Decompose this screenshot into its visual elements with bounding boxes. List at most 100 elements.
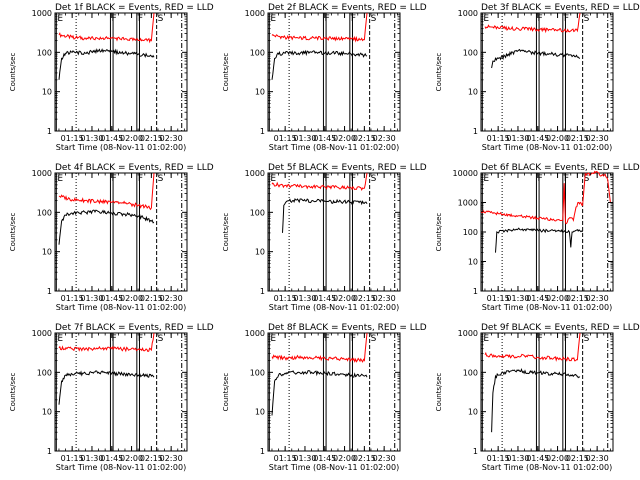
plot-frame bbox=[480, 12, 614, 132]
marker-label: S bbox=[584, 334, 590, 344]
x-tick-label: 01:45 bbox=[313, 134, 336, 143]
x-tick-label: 02:15 bbox=[140, 294, 163, 303]
y-tick-label: 100 bbox=[37, 208, 52, 217]
marker-label: S bbox=[371, 174, 377, 184]
x-tick-label: 01:30 bbox=[506, 134, 529, 143]
chart-title: Det 5f BLACK = Events, RED = LLD bbox=[268, 163, 427, 173]
x-tick-label: 02:30 bbox=[160, 134, 183, 143]
plot-frame bbox=[267, 332, 401, 452]
chart-title: Det 3f BLACK = Events, RED = LLD bbox=[481, 3, 640, 13]
x-axis-label: Start Time (08-Nov-11 01:02:00) bbox=[269, 303, 399, 312]
y-tick-label: 10 bbox=[468, 258, 478, 267]
y-tick-label: 100 bbox=[463, 228, 478, 237]
x-tick-label: 01:30 bbox=[80, 134, 103, 143]
marker-label: F bbox=[111, 334, 116, 344]
x-tick-label: 02:15 bbox=[566, 454, 589, 463]
plot-frame bbox=[54, 12, 188, 132]
x-tick-label: 02:15 bbox=[353, 294, 376, 303]
marker-label: E bbox=[270, 334, 276, 344]
marker-label: E bbox=[270, 14, 276, 24]
y-tick-label: 100 bbox=[37, 48, 52, 57]
marker-label: S bbox=[584, 174, 590, 184]
x-tick-label: 01:15 bbox=[487, 294, 510, 303]
y-axis-label: Counts/sec bbox=[9, 213, 17, 252]
x-tick-label: 01:30 bbox=[506, 294, 529, 303]
chart-title: Det 8f BLACK = Events, RED = LLD bbox=[268, 323, 427, 333]
marker-label: F bbox=[138, 174, 143, 184]
x-tick-label: 02:30 bbox=[160, 454, 183, 463]
y-tick-label: 1000 bbox=[458, 329, 478, 338]
y-tick-label: 1 bbox=[260, 127, 265, 136]
x-tick-label: 01:15 bbox=[487, 454, 510, 463]
y-tick-label: 10 bbox=[42, 408, 52, 417]
x-tick-label: 02:15 bbox=[566, 294, 589, 303]
series-line-lld bbox=[271, 12, 368, 43]
marker-label: E bbox=[483, 14, 489, 24]
x-tick-label: 02:30 bbox=[373, 294, 396, 303]
y-tick-label: 1000 bbox=[245, 329, 265, 338]
x-tick-label: 02:30 bbox=[373, 454, 396, 463]
y-tick-label: 100 bbox=[250, 208, 265, 217]
y-tick-label: 10 bbox=[255, 88, 265, 97]
x-tick-label: 01:15 bbox=[61, 454, 84, 463]
marker-label: F bbox=[138, 14, 143, 24]
x-tick-label: 01:30 bbox=[80, 294, 103, 303]
plot-frame bbox=[54, 172, 188, 292]
x-tick-label: 01:45 bbox=[100, 294, 123, 303]
x-axis-label: Start Time (08-Nov-11 01:02:00) bbox=[269, 143, 399, 152]
x-axis-label: Start Time (08-Nov-11 01:02:00) bbox=[269, 463, 399, 472]
plot-frame bbox=[480, 172, 614, 292]
marker-label: F bbox=[351, 334, 356, 344]
marker-label: F bbox=[564, 14, 569, 24]
x-axis-label: Start Time (08-Nov-11 01:02:00) bbox=[482, 463, 612, 472]
x-tick-label: 01:45 bbox=[526, 294, 549, 303]
y-tick-label: 1000 bbox=[458, 9, 478, 18]
x-tick-label: 01:45 bbox=[100, 454, 123, 463]
x-tick-label: 02:30 bbox=[586, 134, 609, 143]
x-tick-label: 01:30 bbox=[293, 294, 316, 303]
y-axis-label: Counts/sec bbox=[9, 373, 17, 412]
marker-label: S bbox=[158, 174, 164, 184]
chart-title: Det 9f BLACK = Events, RED = LLD bbox=[481, 323, 640, 333]
marker-label: S bbox=[371, 334, 377, 344]
plot-frame bbox=[54, 332, 188, 452]
x-tick-label: 02:15 bbox=[140, 134, 163, 143]
marker-label: F bbox=[324, 334, 329, 344]
series-line-events bbox=[491, 48, 581, 69]
series-line-events bbox=[271, 49, 368, 80]
x-tick-label: 01:45 bbox=[313, 454, 336, 463]
x-axis-label: Start Time (08-Nov-11 01:02:00) bbox=[56, 303, 186, 312]
x-tick-label: 02:00 bbox=[333, 294, 356, 303]
y-axis-label: Counts/sec bbox=[435, 373, 443, 412]
x-axis-label: Start Time (08-Nov-11 01:02:00) bbox=[56, 143, 186, 152]
series-line-events bbox=[271, 370, 368, 416]
x-tick-label: 01:45 bbox=[313, 294, 336, 303]
chart-title: Det 7f BLACK = Events, RED = LLD bbox=[55, 323, 214, 333]
x-tick-label: 01:15 bbox=[274, 454, 297, 463]
y-tick-label: 100 bbox=[250, 48, 265, 57]
x-tick-label: 02:00 bbox=[333, 134, 356, 143]
series-line-events bbox=[495, 227, 583, 253]
y-tick-label: 1000 bbox=[32, 169, 52, 178]
x-axis-label: Start Time (08-Nov-11 01:02:00) bbox=[482, 143, 612, 152]
chart-title: Det 4f BLACK = Events, RED = LLD bbox=[55, 163, 214, 173]
y-tick-label: 10 bbox=[42, 248, 52, 257]
y-tick-label: 1000 bbox=[32, 9, 52, 18]
y-tick-label: 10 bbox=[255, 248, 265, 257]
x-tick-label: 02:30 bbox=[373, 134, 396, 143]
x-tick-label: 02:15 bbox=[566, 134, 589, 143]
series-line-events bbox=[58, 209, 155, 245]
y-axis-label: Counts/sec bbox=[435, 53, 443, 92]
marker-label: F bbox=[324, 14, 329, 24]
x-tick-label: 02:15 bbox=[140, 454, 163, 463]
y-axis-label: Counts/sec bbox=[9, 53, 17, 92]
series-line-lld bbox=[480, 170, 611, 225]
y-tick-label: 1000 bbox=[245, 169, 265, 178]
x-tick-label: 02:00 bbox=[120, 134, 143, 143]
y-axis-label: Counts/sec bbox=[222, 373, 230, 412]
series-line-events bbox=[491, 367, 581, 433]
